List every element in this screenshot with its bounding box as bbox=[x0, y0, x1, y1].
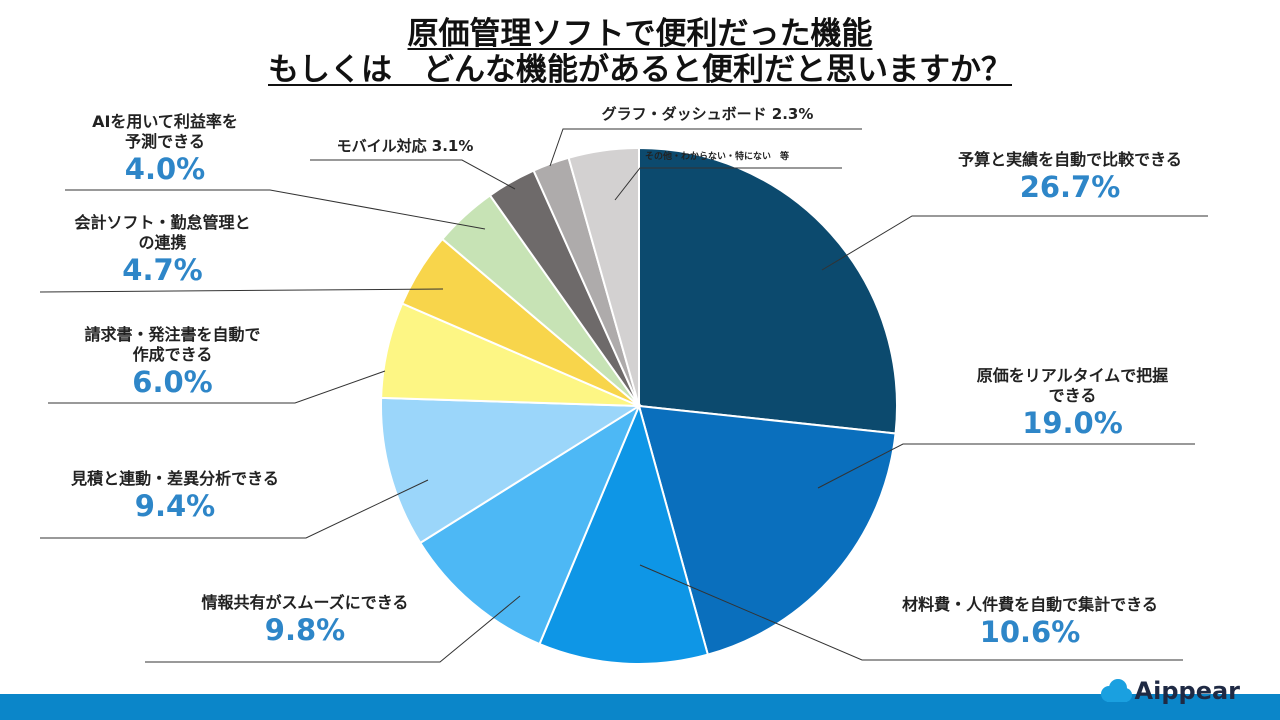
pie-slice-10 bbox=[567, 146, 640, 407]
brand-logo: Aippear bbox=[1099, 677, 1240, 705]
pie-slices bbox=[380, 146, 898, 665]
label-s10: その他・わからない・特にない 等 bbox=[645, 152, 790, 162]
leader-line-s2 bbox=[639, 564, 1183, 661]
leader-lines bbox=[39, 128, 1208, 663]
label-s9: グラフ・ダッシュボード 2.3% bbox=[601, 105, 814, 123]
label-s8: モバイル対応 3.1% bbox=[336, 137, 474, 155]
leader-line-s1 bbox=[817, 443, 1195, 489]
leader-line-s5 bbox=[48, 370, 386, 404]
leader-line-s7 bbox=[65, 189, 486, 230]
pie-slice-2 bbox=[538, 402, 710, 665]
label-s3: 情報共有がスムーズにできる 9.8% bbox=[201, 593, 409, 647]
label-s7: AIを用いて利益率を 予測できる 4.0% bbox=[92, 112, 238, 186]
label-s4: 見積と連動・差異分析できる 9.4% bbox=[71, 469, 279, 523]
cloud-logo-icon bbox=[1100, 679, 1132, 702]
chart-title-line2: もしくは どんな機能があると便利だと思いますか？ bbox=[268, 52, 1012, 88]
footer-bar bbox=[0, 694, 1280, 720]
pie-slice-3 bbox=[418, 403, 642, 646]
leader-line-s4 bbox=[40, 479, 429, 539]
leader-line-s8 bbox=[310, 159, 516, 190]
label-s0: 予算と実績を自動で比較できる 26.7% bbox=[958, 150, 1182, 204]
label-s5: 請求書・発注書を自動で 作成できる 6.0% bbox=[84, 325, 261, 399]
label-s2: 材料費・人件費を自動で集計できる 10.6% bbox=[902, 595, 1158, 649]
label-s1: 原価をリアルタイムで把握 できる 19.0% bbox=[976, 366, 1169, 440]
chart-title-line1: 原価管理ソフトで便利だった機能 bbox=[407, 16, 873, 52]
label-s6: 会計ソフト・勤怠管理と の連携 4.7% bbox=[74, 213, 251, 287]
leader-line-s3 bbox=[145, 595, 521, 663]
leader-line-s0 bbox=[821, 215, 1208, 271]
leader-line-s6 bbox=[39, 288, 444, 293]
pie-slice-0 bbox=[638, 146, 898, 435]
pie-slice-4 bbox=[380, 396, 643, 545]
leader-line-s10 bbox=[614, 167, 842, 201]
leader-line-s9 bbox=[549, 128, 862, 167]
